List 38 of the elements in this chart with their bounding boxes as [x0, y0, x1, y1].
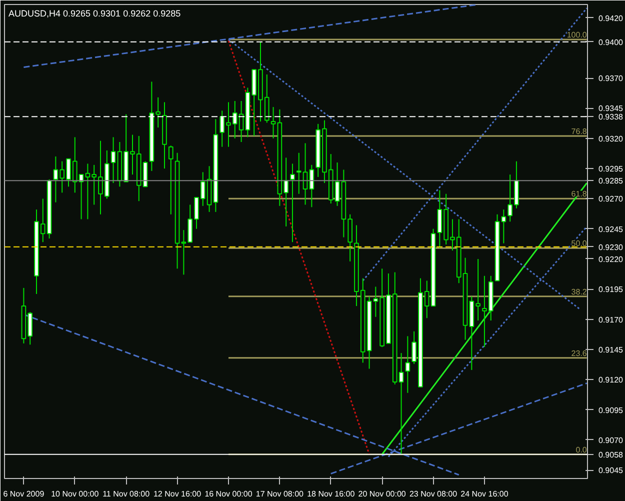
y-tick-label: 0.9120	[598, 376, 624, 385]
x-tick-label: 24 Nov 16:00	[460, 490, 509, 498]
series-label: 38.2	[571, 287, 588, 296]
x-tick-label: 12 Nov 16:00	[153, 490, 202, 498]
ref-line-label: 0.9400	[598, 38, 624, 47]
y-tick-label: 0.9420	[598, 14, 624, 23]
y-tick-label: 0.9145	[598, 345, 624, 354]
x-tick-label: 17 Nov 08:00	[256, 490, 304, 498]
ref-line-label: 0.9338	[598, 112, 624, 122]
series-label: 61.8	[571, 190, 588, 199]
x-tick-label: 11 Nov 08:00	[102, 490, 150, 498]
y-tick-label: 0.9045	[598, 466, 624, 476]
x-tick-label: 18 Nov 16:00	[307, 490, 356, 498]
y-tick-label: 0.9345	[598, 104, 624, 114]
series-label: 50.0	[571, 239, 588, 248]
y-tick-label: 0.9320	[598, 134, 624, 144]
y-tick-label: 0.9370	[598, 74, 624, 84]
x-tick-label: 20 Nov 00:00	[358, 490, 406, 498]
ref-line-label: 0.9058	[598, 450, 624, 460]
series-label: 76.8	[571, 126, 588, 136]
y-tick-label: 0.9220	[598, 254, 624, 264]
ref-line-label: 0.9285	[598, 176, 624, 186]
ref-line-label: 0.9230	[598, 242, 624, 252]
x-tick-label: 16 Nov 00:00	[204, 490, 253, 498]
chart-title: AUDUSD,H4 0.9265 0.9301 0.9262 0.9285	[8, 8, 181, 18]
series-label: 23.6	[571, 348, 588, 358]
y-tick-label: 0.9195	[598, 285, 624, 294]
series-label: 100.0	[566, 30, 588, 40]
x-tick-label: 6 Nov 2009	[3, 490, 45, 498]
y-tick-label: 0.9295	[598, 164, 624, 174]
y-tick-label: 0.9095	[598, 406, 624, 415]
x-tick-label: 23 Nov 08:00	[409, 490, 458, 498]
series-label: 0.0	[576, 445, 588, 454]
y-tick-label: 0.9170	[598, 315, 624, 324]
y-tick-label: 0.9070	[598, 436, 624, 445]
x-tick-label: 10 Nov 00:00	[51, 490, 100, 498]
y-tick-label: 0.9245	[598, 224, 624, 234]
y-tick-label: 0.9270	[598, 194, 624, 204]
